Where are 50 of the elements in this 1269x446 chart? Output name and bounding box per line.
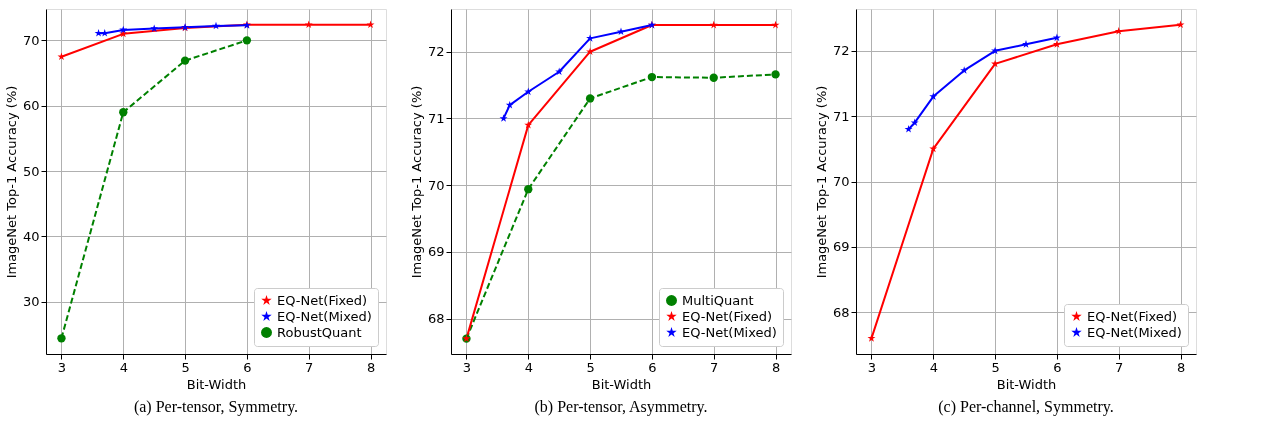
legend-label: EQ-Net(Fixed) (682, 308, 773, 324)
x-tick-label: 4 (929, 359, 938, 375)
legend-label: EQ-Net(Mixed) (1087, 324, 1182, 340)
legend-label: EQ-Net(Mixed) (682, 324, 777, 340)
legend-label: EQ-Net(Mixed) (277, 308, 372, 324)
legend-label: EQ-Net(Fixed) (1087, 308, 1178, 324)
y-axis-title: ImageNet Top-1 Accuracy (%) (813, 85, 829, 279)
x-tick-label: 8 (771, 359, 781, 375)
y-tick-label: 30 (22, 294, 40, 310)
y-tick-label: 72 (832, 43, 850, 59)
y-axis-title: ImageNet Top-1 Accuracy (%) (3, 85, 19, 279)
x-tick-label: 3 (57, 359, 67, 375)
y-tick-label: 68 (427, 311, 445, 327)
y-axis-title: ImageNet Top-1 Accuracy (%) (408, 85, 424, 279)
x-tick-label: 6 (1053, 359, 1062, 375)
y-tick-label: 50 (22, 163, 40, 179)
legend-label: EQ-Net(Fixed) (277, 292, 368, 308)
x-axis-title: Bit-Width (186, 376, 247, 392)
y-tick-label: 70 (427, 177, 445, 193)
x-tick-label: 6 (243, 359, 252, 375)
x-tick-label: 8 (1176, 359, 1186, 375)
y-tick-label: 71 (832, 108, 850, 124)
y-tick-label: 70 (832, 174, 850, 189)
text: (b) Per-tensor, Asymmetry. (534, 398, 708, 416)
y-tick-label: 72 (427, 44, 445, 60)
legend-label: MultiQuant (682, 292, 754, 308)
x-tick-label: 7 (305, 359, 314, 375)
x-tick-label: 4 (119, 359, 128, 375)
y-tick-label: 69 (832, 239, 850, 255)
x-tick-label: 6 (648, 359, 657, 375)
y-tick-label: 60 (22, 98, 40, 114)
text: (a) Per-tensor, Symmetry. (133, 398, 299, 416)
x-tick-label: 8 (366, 359, 376, 375)
x-tick-label: 3 (867, 359, 877, 375)
legend-label: RobustQuant (277, 324, 362, 340)
x-tick-label: 5 (181, 359, 190, 375)
x-tick-label: 4 (524, 359, 533, 375)
x-tick-label: 7 (710, 359, 719, 375)
y-tick-label: 69 (427, 244, 445, 260)
x-tick-label: 7 (1115, 359, 1124, 375)
y-tick-label: 40 (22, 228, 40, 244)
x-axis-title: Bit-Width (591, 376, 652, 392)
y-tick-label: 70 (22, 32, 40, 48)
x-tick-label: 5 (586, 359, 595, 375)
x-tick-label: 3 (462, 359, 472, 375)
x-tick-label: 5 (991, 359, 1000, 375)
y-tick-label: 68 (832, 304, 850, 320)
text: (c) Per-channel, Symmetry. (938, 398, 1114, 416)
x-axis-title: Bit-Width (996, 376, 1057, 392)
y-tick-label: 71 (427, 110, 445, 126)
